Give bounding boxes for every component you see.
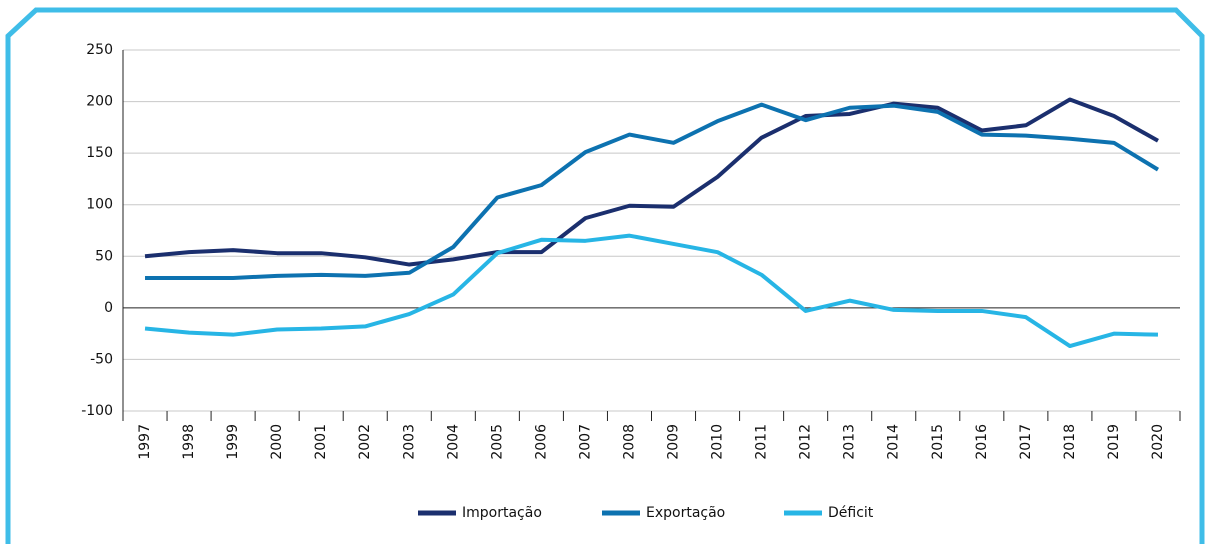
x-tick-label: 2019	[1106, 424, 1122, 460]
x-tick-label: 2011	[754, 424, 770, 460]
y-tick-label: 200	[86, 94, 113, 110]
x-tick-label: 2017	[1018, 424, 1034, 460]
x-tick-label: 2016	[974, 424, 990, 460]
x-tick-label: 2005	[489, 424, 505, 460]
x-tick-label: 2002	[357, 424, 373, 460]
legend-label: Exportação	[646, 505, 725, 521]
x-tick-label: 2015	[930, 424, 946, 460]
line	[144, 97, 1159, 267]
y-tick-label: 150	[86, 145, 113, 161]
y-tick-label: 0	[104, 300, 113, 316]
legend-label: Déficit	[828, 505, 874, 521]
x-tick-label: 2004	[445, 424, 461, 460]
x-tick-label: 2007	[577, 424, 593, 460]
x-tick-label: 2001	[313, 424, 329, 460]
x-tick-label: 1997	[137, 424, 153, 460]
x-tick-label: 2012	[798, 424, 814, 460]
x-tick-label: 2000	[269, 424, 285, 460]
x-tick-label: 2014	[886, 424, 902, 460]
line	[145, 102, 1160, 280]
line	[144, 233, 1159, 349]
x-tick-label: 2006	[533, 424, 549, 460]
x-tick-label: 2020	[1150, 424, 1166, 460]
x-tick-label: 2013	[842, 424, 858, 460]
legend-label: Importação	[462, 505, 542, 521]
y-tick-label: -50	[90, 351, 113, 367]
y-tick-label: 250	[86, 42, 113, 58]
x-tick-label: 2008	[621, 424, 637, 460]
y-tick-label: -100	[81, 403, 113, 419]
y-tick-label: 100	[86, 197, 113, 213]
y-tick-label: 50	[95, 248, 113, 264]
x-tick-label: 2003	[401, 424, 417, 460]
x-tick-label: 2018	[1062, 424, 1078, 460]
x-tick-label: 2010	[710, 424, 726, 460]
x-tick-label: 2009	[666, 424, 682, 460]
frame	[5, 7, 1205, 544]
x-tick-label: 1998	[181, 424, 197, 460]
x-tick-label: 1999	[225, 424, 241, 460]
